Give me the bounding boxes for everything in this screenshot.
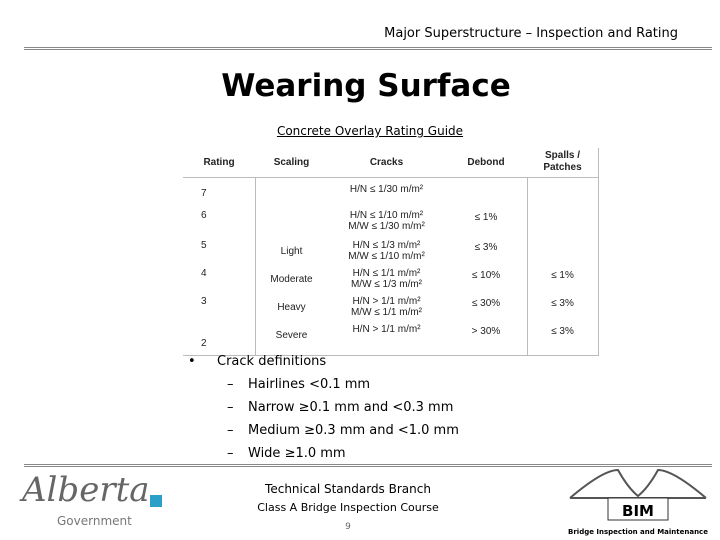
column-header: Debond <box>467 157 505 168</box>
rating-cell: 5 <box>201 240 207 251</box>
cracks-cell: M/W ≤ 1/10 m/m² <box>348 251 425 262</box>
cracks-cell: M/W ≤ 1/1 m/m² <box>350 307 423 318</box>
rating-cell: 3 <box>201 296 207 307</box>
scaling-cell: Heavy <box>277 302 306 313</box>
alberta-logo: Alberta <box>22 470 150 510</box>
header-title: Major Superstructure – Inspection and Ra… <box>384 26 678 41</box>
bullet-heading: Crack definitions <box>217 354 327 369</box>
rating-table: Rating Scaling Cracks Debond Spalls / Patche… <box>183 148 599 356</box>
column-header: Spalls / Patches <box>543 150 582 173</box>
table-caption: Concrete Overlay Rating Guide <box>276 124 464 138</box>
header-divider <box>183 177 598 178</box>
cracks-cell: H/N ≤ 1/10 m/m² <box>349 210 424 221</box>
debond-cell: ≤ 1% <box>474 212 498 223</box>
rating-cell: 7 <box>201 188 207 199</box>
bim-name: BIM <box>622 502 654 520</box>
cracks-cell: M/W ≤ 1/30 m/m² <box>348 221 425 232</box>
col-divider <box>255 178 256 355</box>
slide-title: Wearing Surface <box>221 68 511 104</box>
scaling-cell: Light <box>280 246 303 257</box>
col-divider <box>527 178 528 355</box>
debond-cell: ≤ 3% <box>474 242 498 253</box>
cracks-cell: H/N ≤ 1/3 m/m² <box>352 240 421 251</box>
column-header: Cracks <box>369 157 404 168</box>
rating-cell: 4 <box>201 268 207 279</box>
bullet: • <box>188 354 196 369</box>
page-number: 9 <box>345 522 351 532</box>
footer-branch: Technical Standards Branch <box>265 482 431 496</box>
bullet-item: Medium ≥0.3 mm and <1.0 mm <box>248 423 459 438</box>
dash: – <box>227 377 234 392</box>
scaling-cell: Severe <box>275 330 308 341</box>
dash: – <box>227 423 234 438</box>
bullet-item: Wide ≥1.0 mm <box>248 446 346 461</box>
rating-cell: 2 <box>201 338 207 349</box>
rating-cell: 6 <box>201 210 207 221</box>
debond-cell: ≤ 10% <box>471 270 501 281</box>
spalls-cell: ≤ 3% <box>551 326 574 337</box>
column-header: Rating <box>203 157 235 168</box>
bim-logo <box>569 468 707 521</box>
debond-cell: > 30% <box>471 326 501 337</box>
cracks-cell: H/N > 1/1 m/m² <box>352 324 421 335</box>
logo-square <box>150 495 162 507</box>
bim-sub: Bridge Inspection and Maintenance <box>568 528 708 536</box>
footer-rule <box>24 464 712 467</box>
alberta-sub: Government <box>57 514 132 528</box>
cracks-cell: M/W ≤ 1/3 m/m² <box>350 279 423 290</box>
scaling-cell: Moderate <box>270 274 313 285</box>
cracks-cell: H/N > 1/1 m/m² <box>352 296 421 307</box>
column-header: Scaling <box>273 157 310 168</box>
debond-cell: ≤ 30% <box>471 298 501 309</box>
cracks-cell: H/N ≤ 1/30 m/m² <box>349 184 424 195</box>
cracks-cell: H/N ≤ 1/1 m/m² <box>352 268 421 279</box>
dash: – <box>227 400 234 415</box>
dash: – <box>227 446 234 461</box>
bullet-item: Hairlines <0.1 mm <box>248 377 371 392</box>
spalls-cell: ≤ 3% <box>551 298 574 309</box>
header-rule <box>24 47 712 50</box>
footer-course: Class A Bridge Inspection Course <box>257 501 439 514</box>
bullet-item: Narrow ≥0.1 mm and <0.3 mm <box>248 400 454 415</box>
spalls-cell: ≤ 1% <box>551 270 574 281</box>
